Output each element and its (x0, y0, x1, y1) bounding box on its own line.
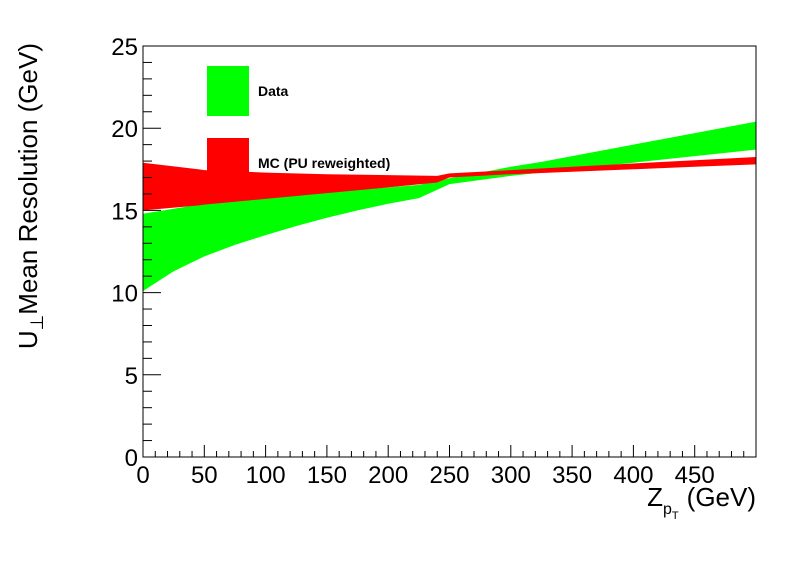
bands-layer (143, 121, 756, 291)
x-tick-label: 100 (246, 462, 286, 489)
legend-swatch-data (207, 66, 249, 116)
y-tick-label: 0 (125, 445, 138, 472)
y-axis-title-main: U (13, 330, 43, 349)
legend-swatch-mc (207, 138, 249, 188)
x-tick-label: 350 (552, 462, 592, 489)
y-tick-label: 10 (111, 281, 138, 308)
axes-layer: 0 50 100 150 200 250 300 350 400 450 0 5 10 15 20 25 (111, 34, 745, 489)
x-tick-label: 0 (136, 462, 149, 489)
x-axis-title-unit: (GeV) (687, 482, 756, 512)
x-tick-label: 450 (675, 462, 715, 489)
legend: Data MC (PU reweighted) (207, 66, 390, 188)
x-tick-label: 50 (191, 462, 218, 489)
y-axis-title-sub: ⊥ (27, 315, 47, 331)
x-axis-title-main: Z (647, 482, 663, 512)
y-tick-label: 5 (125, 363, 138, 390)
band-data (143, 121, 756, 291)
x-axis-title: ZpT (GeV) (647, 482, 756, 522)
x-tick-label: 200 (368, 462, 408, 489)
x-tick-label: 250 (429, 462, 469, 489)
y-axis-title-rest: Mean Resolution (GeV) (13, 43, 43, 315)
y-tick-label: 25 (111, 34, 138, 61)
y-tick-label: 20 (111, 116, 138, 143)
y-tick-label: 15 (111, 198, 138, 225)
x-tick-label: 400 (613, 462, 653, 489)
legend-label-mc: MC (PU reweighted) (258, 155, 390, 171)
legend-label-data: Data (258, 83, 289, 99)
x-tick-label: 300 (491, 462, 531, 489)
x-axis-title-sub: p (663, 501, 672, 518)
x-axis-title-subsub: T (672, 510, 679, 522)
y-axis-title: U⊥Mean Resolution (GeV) (13, 43, 47, 349)
band-mc (143, 157, 756, 211)
x-tick-label: 150 (307, 462, 347, 489)
